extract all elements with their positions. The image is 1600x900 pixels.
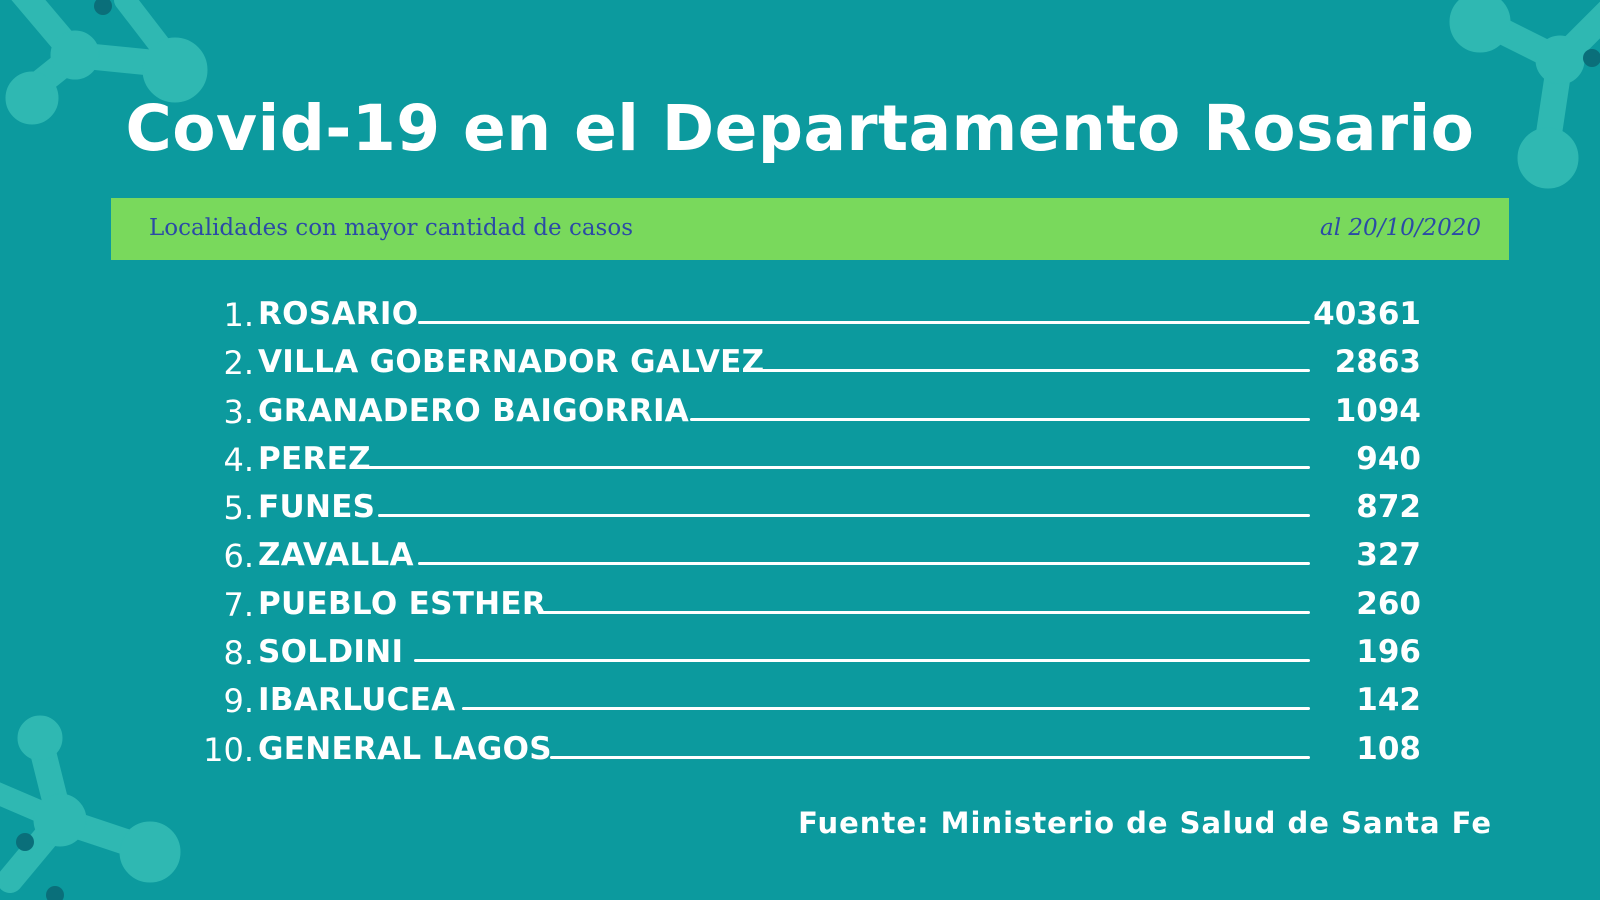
subtitle-banner: Localidades con mayor cantidad de casos … <box>111 198 1509 260</box>
locality-name: GENERAL LAGOS <box>258 730 552 767</box>
rank-number: 7. <box>223 585 254 624</box>
list-item: 3. GRANADERO BAIGORRIA 1094 <box>0 387 1600 435</box>
leader-line <box>538 610 1310 614</box>
case-count: 196 <box>1356 634 1421 671</box>
case-count: 872 <box>1356 489 1421 526</box>
leader-line <box>414 659 1310 663</box>
case-count: 1094 <box>1334 392 1421 429</box>
leader-line <box>418 562 1310 566</box>
leader-line <box>550 755 1310 759</box>
list-item: 2. VILLA GOBERNADOR GALVEZ 2863 <box>0 338 1600 386</box>
page-title: Covid-19 en el Departamento Rosario <box>125 92 1475 165</box>
locality-name: SOLDINI <box>258 634 404 671</box>
list-item: 9. IBARLUCEA 142 <box>0 676 1600 724</box>
rank-number: 3. <box>223 392 254 431</box>
ranking-list: 1. ROSARIO 40361 2. VILLA GOBERNADOR GAL… <box>0 290 1600 773</box>
rank-number: 8. <box>223 634 254 673</box>
locality-name: VILLA GOBERNADOR GALVEZ <box>258 344 765 381</box>
rank-number: 4. <box>223 440 254 479</box>
source-credit: Fuente: Ministerio de Salud de Santa Fe <box>798 806 1492 840</box>
case-count: 142 <box>1356 682 1421 719</box>
leader-line <box>378 514 1310 518</box>
rank-number: 1. <box>223 296 254 334</box>
banner-date: al 20/10/2020 <box>1320 215 1481 241</box>
list-item: 10. GENERAL LAGOS 108 <box>0 725 1600 773</box>
locality-name: ROSARIO <box>258 296 419 332</box>
leader-line <box>462 707 1310 711</box>
list-item: 6. ZAVALLA 327 <box>0 531 1600 579</box>
leader-line <box>368 465 1310 469</box>
banner-subtitle: Localidades con mayor cantidad de casos <box>149 215 633 241</box>
list-item: 4. PEREZ 940 <box>0 435 1600 483</box>
list-item: 8. SOLDINI 196 <box>0 628 1600 676</box>
rank-number: 2. <box>223 344 254 383</box>
locality-name: FUNES <box>258 489 376 526</box>
locality-name: ZAVALLA <box>258 537 414 574</box>
leader-line <box>690 417 1310 421</box>
molecule-top-left-icon <box>5 0 208 125</box>
locality-name: PUEBLO ESTHER <box>258 585 547 622</box>
molecule-bottom-left-icon <box>0 715 181 900</box>
locality-name: PEREZ <box>258 440 371 477</box>
rank-number: 9. <box>223 682 254 721</box>
molecule-top-right-icon <box>1449 0 1600 189</box>
list-item: 1. ROSARIO 40361 <box>0 290 1600 338</box>
leader-line <box>418 321 1310 324</box>
case-count: 2863 <box>1334 344 1421 381</box>
list-item: 7. PUEBLO ESTHER 260 <box>0 580 1600 628</box>
list-item: 5. FUNES 872 <box>0 483 1600 531</box>
rank-number: 5. <box>223 489 254 528</box>
case-count: 940 <box>1356 440 1421 477</box>
case-count: 108 <box>1356 730 1421 767</box>
case-count: 40361 <box>1313 296 1421 332</box>
case-count: 260 <box>1356 585 1421 622</box>
leader-line <box>760 369 1310 373</box>
locality-name: IBARLUCEA <box>258 682 456 719</box>
case-count: 327 <box>1356 537 1421 574</box>
rank-number: 10. <box>203 730 254 769</box>
rank-number: 6. <box>223 537 254 576</box>
locality-name: GRANADERO BAIGORRIA <box>258 392 690 429</box>
